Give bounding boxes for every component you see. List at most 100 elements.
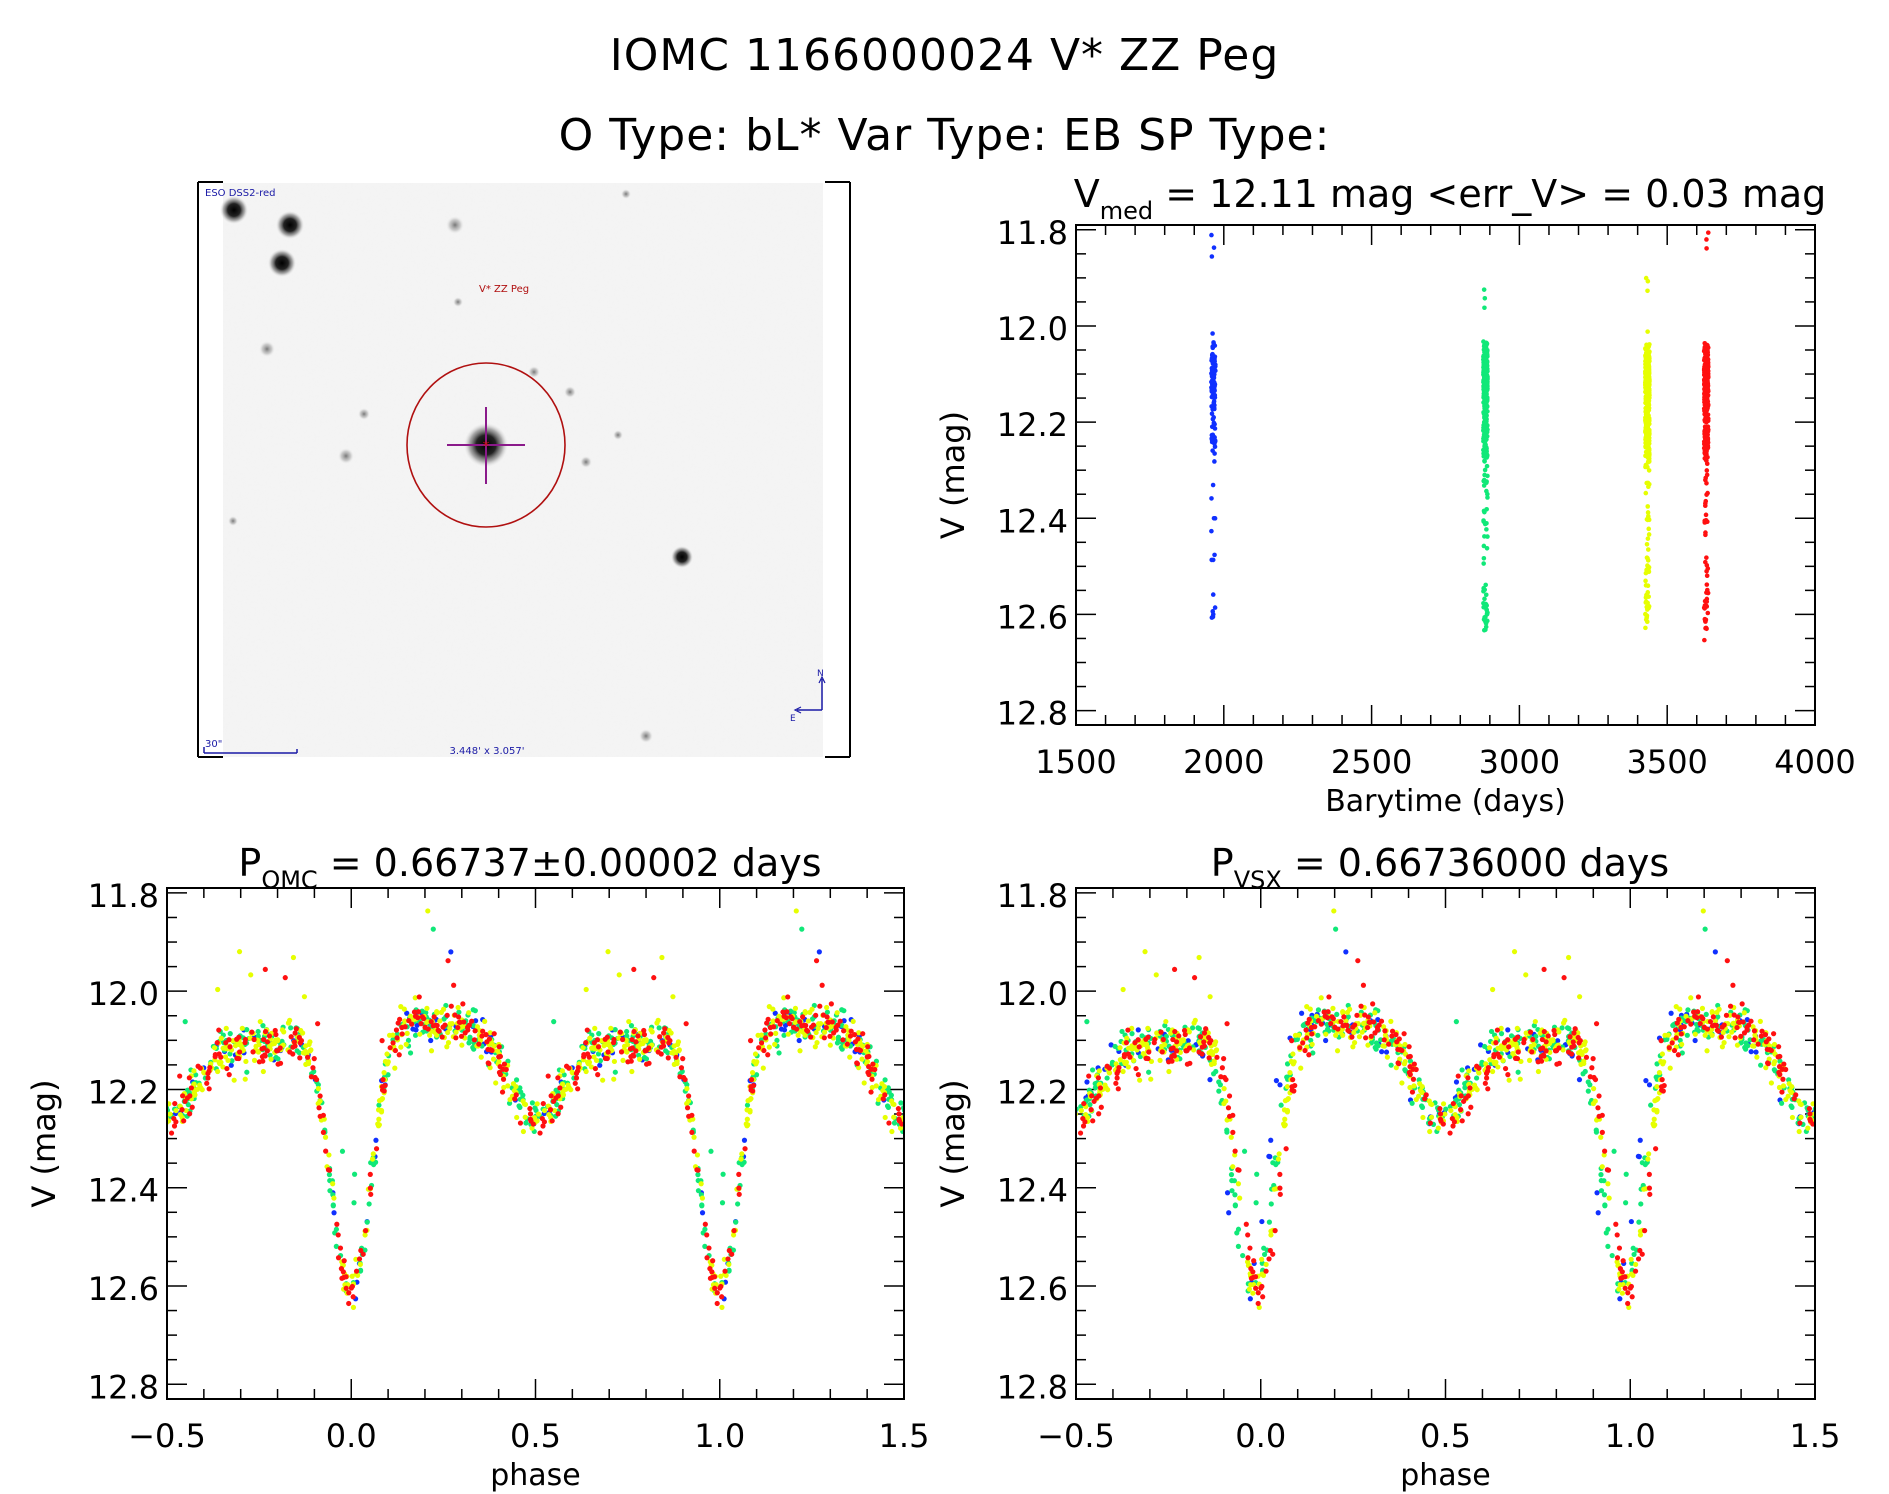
data-point-season-3 — [391, 1044, 397, 1050]
data-point-season-2 — [1483, 368, 1488, 374]
data-point-season-4 — [1363, 1035, 1369, 1041]
data-point-season-3 — [1646, 360, 1651, 365]
data-point-season-3 — [1646, 358, 1652, 364]
data-point-season-2 — [1482, 347, 1487, 352]
data-point-season-3 — [1643, 377, 1649, 383]
data-point-season-3 — [404, 1030, 410, 1036]
data-point-season-3 — [369, 1156, 376, 1162]
east-label: E — [790, 714, 796, 724]
data-point-season-4 — [1318, 1021, 1324, 1027]
data-point-season-2 — [1462, 1085, 1468, 1091]
data-point-season-2 — [1481, 427, 1486, 433]
data-point-season-4 — [805, 1028, 811, 1034]
data-point-season-2 — [774, 1043, 780, 1049]
data-point-season-4 — [180, 1093, 186, 1099]
data-point-season-3 — [1129, 1025, 1135, 1031]
data-point-season-4 — [1702, 367, 1707, 373]
data-point-season-3 — [220, 1064, 226, 1070]
data-point-season-2 — [1443, 1106, 1449, 1112]
data-point-season-2 — [885, 1085, 891, 1091]
data-point-season-4 — [1691, 1009, 1697, 1015]
data-point-season-2 — [1388, 1062, 1394, 1068]
data-point-season-4 — [381, 1088, 387, 1094]
data-point-season-2 — [739, 1155, 745, 1161]
data-point-season-2 — [428, 1023, 434, 1029]
data-point-season-3 — [1428, 1114, 1435, 1120]
data-point-season-2 — [1485, 376, 1490, 382]
data-point-season-2 — [1483, 384, 1489, 390]
data-point-season-4 — [1556, 1045, 1562, 1051]
data-point-season-2 — [426, 1017, 433, 1023]
data-point-season-2 — [275, 1056, 281, 1062]
data-point-season-1 — [1212, 516, 1218, 521]
data-point-season-3 — [1148, 1076, 1154, 1082]
data-point-season-3 — [709, 1286, 715, 1292]
data-point-season-2 — [1269, 1186, 1275, 1192]
data-point-season-4 — [1169, 1058, 1175, 1064]
data-point-season-3 — [1646, 373, 1651, 379]
data-point-season-4 — [804, 1027, 810, 1033]
data-point-season-2 — [719, 1280, 725, 1286]
data-point-season-3 — [1619, 1290, 1626, 1296]
data-point-season-3 — [1643, 371, 1648, 377]
data-point-season-2 — [1734, 1021, 1740, 1027]
data-point-season-2 — [1333, 926, 1339, 932]
data-point-season-2 — [357, 1260, 363, 1266]
data-point-season-2 — [1693, 1021, 1700, 1028]
data-point-season-4 — [1183, 1048, 1189, 1054]
data-point-season-3 — [228, 1047, 235, 1053]
data-point-season-4 — [1704, 349, 1709, 354]
data-point-season-1 — [372, 1154, 378, 1160]
data-point-season-3 — [672, 1051, 678, 1058]
data-point-season-3 — [1487, 1057, 1493, 1063]
data-point-season-3 — [378, 1084, 385, 1090]
data-point-season-2 — [1598, 1172, 1604, 1178]
data-point-season-2 — [646, 1042, 652, 1048]
data-point-season-3 — [1281, 1107, 1288, 1113]
data-point-season-2 — [1484, 527, 1489, 532]
data-point-season-2 — [1644, 1159, 1650, 1165]
data-point-season-2 — [1137, 1053, 1144, 1060]
data-point-season-3 — [1498, 1045, 1504, 1051]
data-point-season-2 — [1484, 363, 1490, 368]
data-point-season-3 — [307, 1039, 313, 1045]
data-point-season-2 — [463, 1018, 469, 1024]
data-point-season-3 — [1380, 1024, 1387, 1030]
data-point-season-1 — [1211, 382, 1217, 388]
data-point-season-4 — [1704, 603, 1709, 609]
data-point-season-4 — [1702, 456, 1708, 461]
data-point-season-3 — [1643, 374, 1649, 379]
data-point-season-2 — [1483, 414, 1489, 419]
data-point-season-3 — [802, 1009, 808, 1015]
data-point-season-3 — [1418, 1088, 1424, 1094]
data-point-season-3 — [385, 1059, 391, 1065]
data-point-season-3 — [1645, 439, 1651, 445]
data-point-season-1 — [725, 1260, 731, 1267]
data-point-season-4 — [1289, 1084, 1295, 1090]
data-point-season-4 — [870, 1061, 876, 1067]
data-point-season-4 — [854, 1061, 860, 1067]
data-point-season-2 — [1482, 410, 1487, 416]
data-point-season-3 — [1734, 1042, 1741, 1048]
data-point-season-2 — [1768, 1049, 1775, 1055]
data-point-season-4 — [313, 1076, 320, 1083]
data-point-season-3 — [1606, 1195, 1612, 1201]
data-point-season-2 — [1484, 377, 1490, 382]
data-point-season-3 — [1646, 379, 1652, 384]
data-point-season-4 — [1437, 1106, 1443, 1112]
data-point-season-4 — [1672, 1027, 1679, 1033]
data-point-season-2 — [1511, 1035, 1518, 1041]
data-point-season-3 — [1643, 368, 1649, 373]
data-point-season-3 — [191, 1068, 197, 1074]
data-point-season-2 — [1745, 1027, 1751, 1033]
data-point-season-2 — [1484, 368, 1490, 374]
data-point-season-2 — [1744, 1008, 1750, 1014]
data-point-season-2 — [1083, 1098, 1089, 1105]
data-point-season-3 — [636, 1036, 642, 1042]
data-point-season-3 — [1577, 994, 1583, 1000]
data-point-season-3 — [649, 1029, 655, 1035]
data-point-season-2 — [1481, 585, 1486, 591]
data-point-season-2 — [1531, 1023, 1537, 1029]
data-point-season-1 — [1209, 380, 1215, 386]
data-point-season-3 — [1646, 353, 1651, 358]
